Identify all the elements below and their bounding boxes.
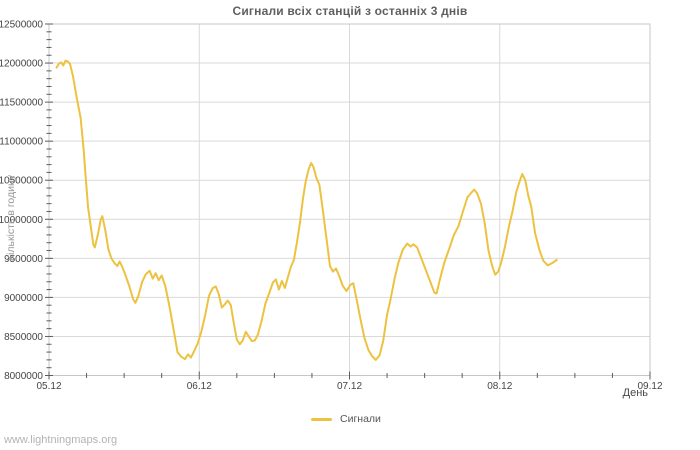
y-tick-label: 11000000 <box>0 137 43 148</box>
y-tick-label: 11500000 <box>0 98 43 109</box>
y-tick-label: 9000000 <box>4 293 43 304</box>
y-axis-label: Кількість в годину <box>5 174 17 262</box>
y-tick-label: 8000000 <box>4 371 43 382</box>
x-tick-label: 06.12 <box>187 381 212 392</box>
watermark-link: www.lightningmaps.org <box>4 434 118 446</box>
series-line-Сигнали <box>55 59 558 361</box>
x-tick-label: 05.12 <box>36 381 61 392</box>
chart-title: Сигнали всіх станцій з останніх 3 днів <box>232 4 468 18</box>
x-tick-label: 09.12 <box>637 381 662 392</box>
legend-series-label: Сигнали <box>340 413 381 425</box>
legend-line-swatch <box>311 417 332 421</box>
y-tick-label: 10000000 <box>0 215 43 226</box>
x-axis-label: День <box>622 387 648 399</box>
y-tick-label: 9500000 <box>4 254 43 265</box>
y-tick-label: 12500000 <box>0 20 43 31</box>
x-tick-label: 08.12 <box>487 381 512 392</box>
y-tick-label: 12000000 <box>0 59 43 70</box>
y-tick-label: 8500000 <box>4 332 43 343</box>
x-tick-label: 07.12 <box>337 381 362 392</box>
legend: Сигнали <box>311 413 381 425</box>
y-tick-label: 10500000 <box>0 176 43 187</box>
